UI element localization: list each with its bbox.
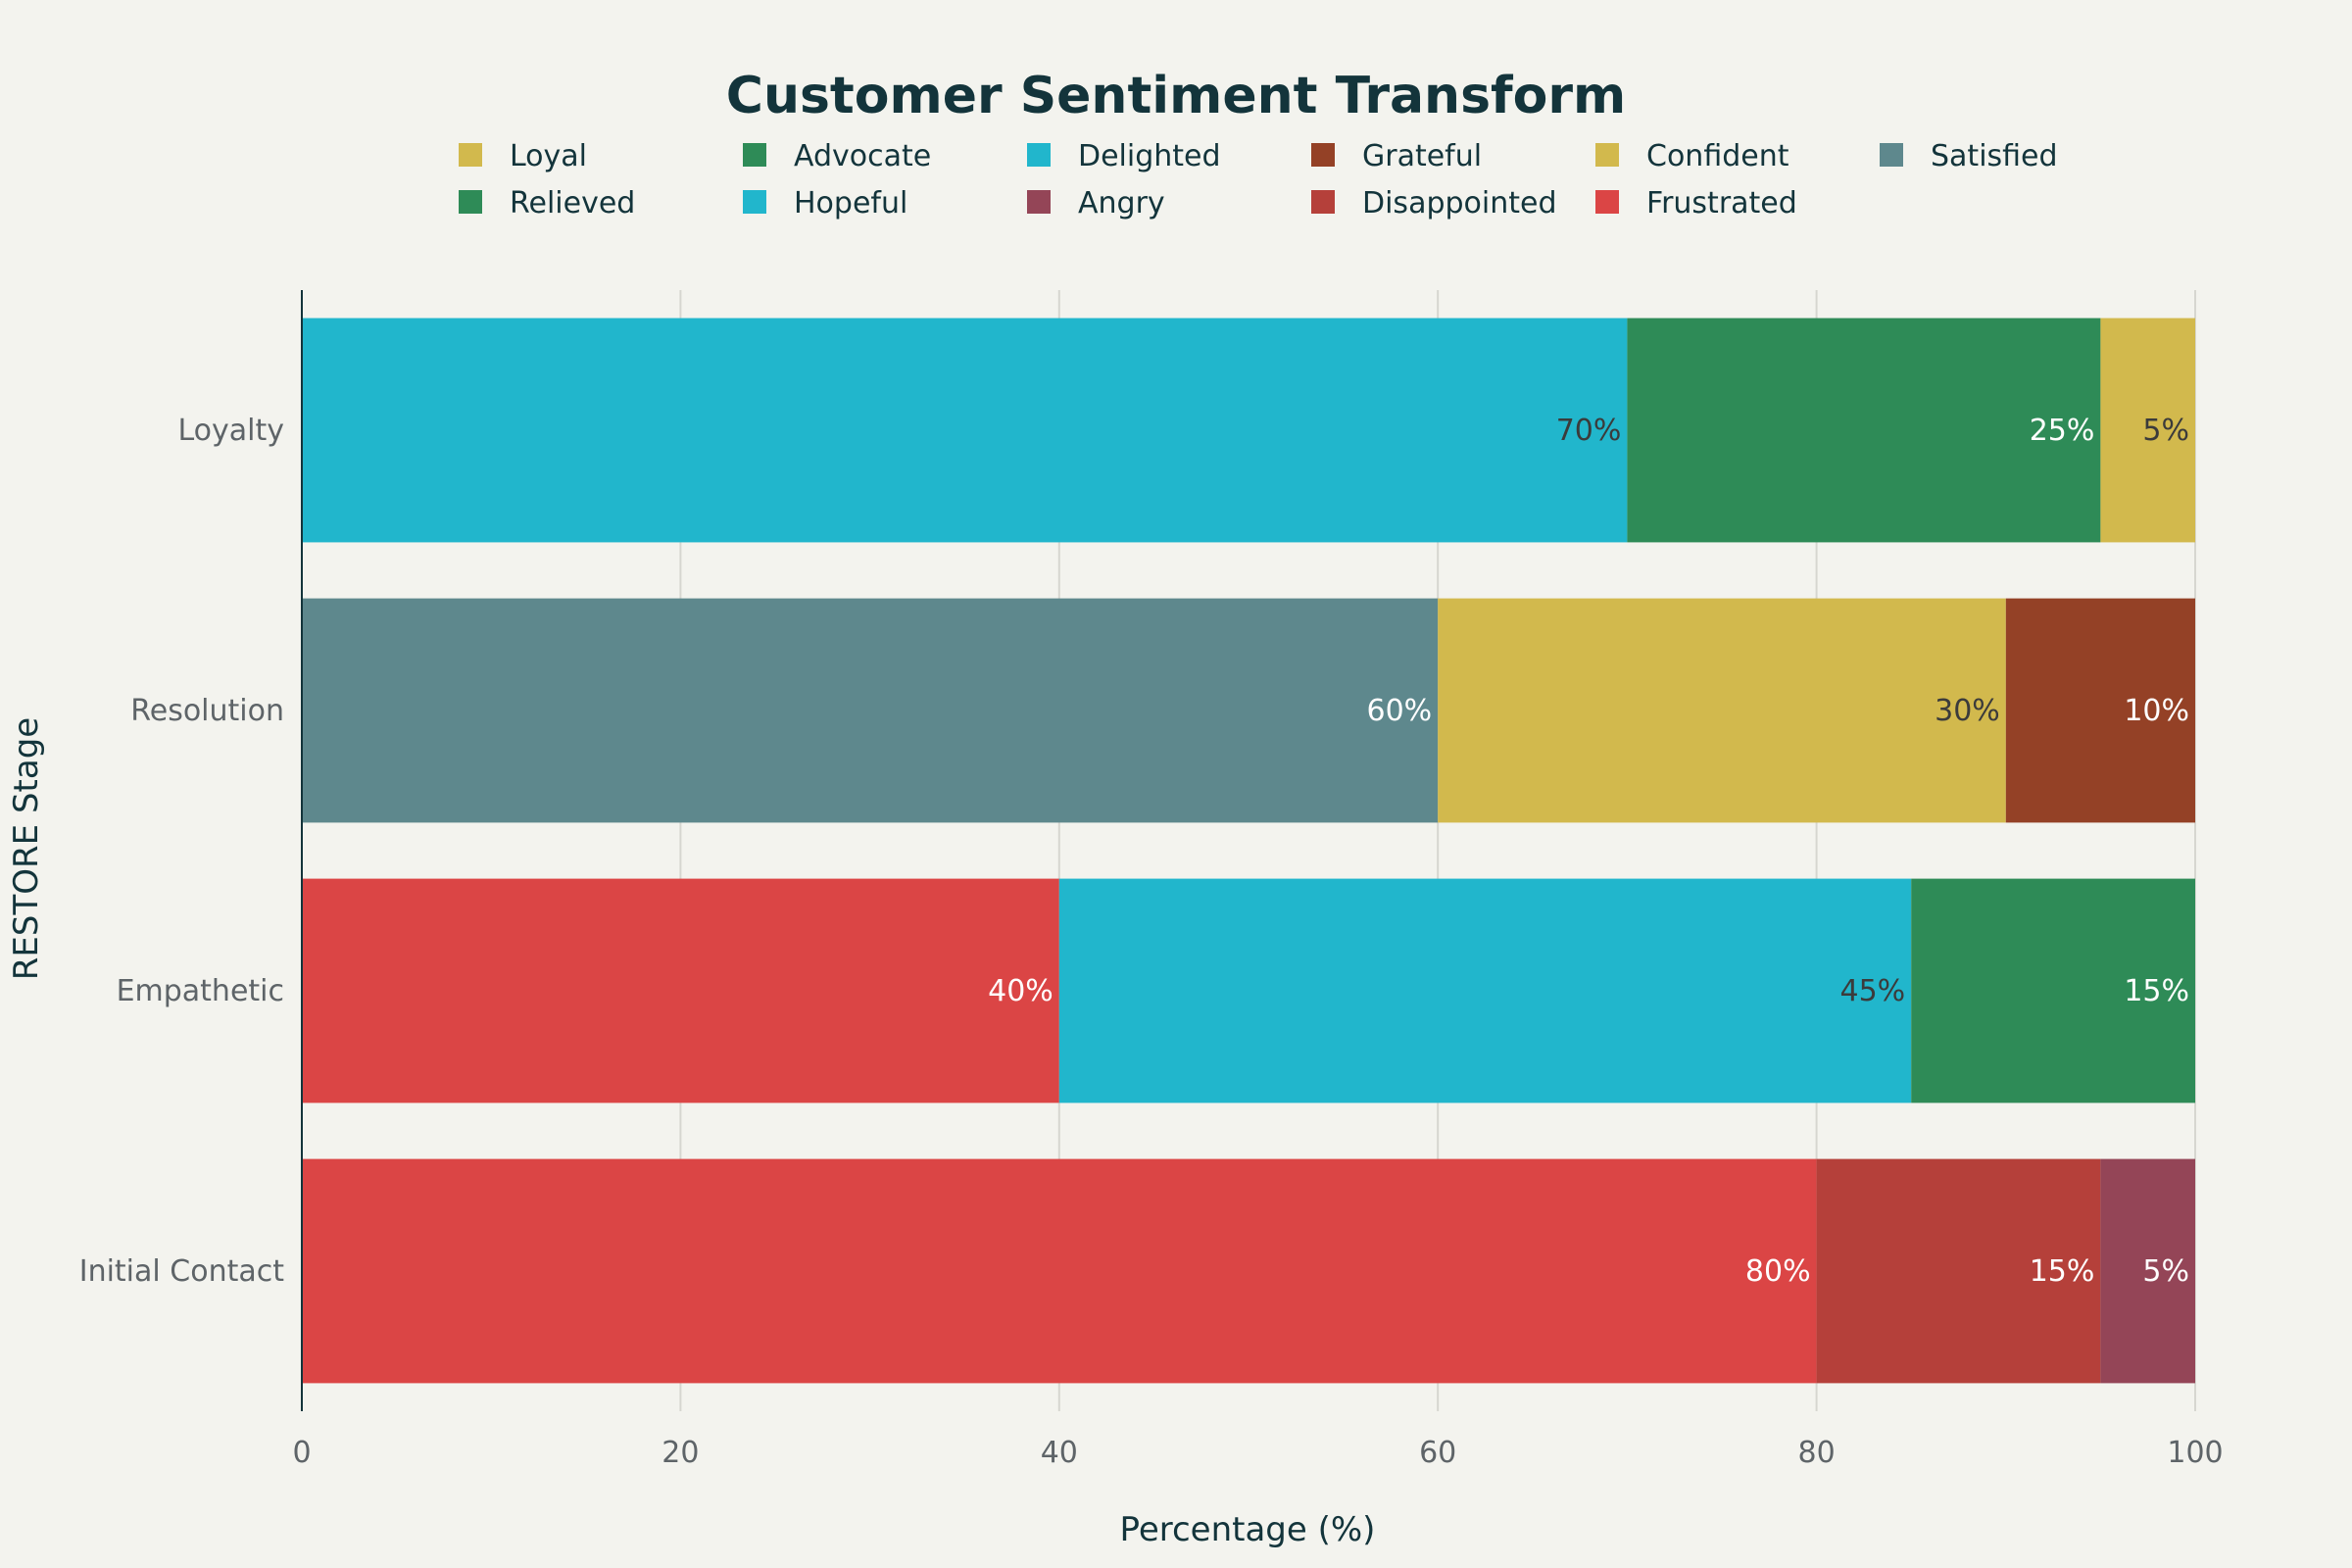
legend-item-advocate: Advocate — [743, 139, 931, 173]
bar-value-label: 5% — [2142, 414, 2189, 448]
bar-loyalty-delighted — [302, 318, 1628, 543]
bar-loyalty-loyal — [2100, 318, 2195, 543]
legend-item-hopeful: Hopeful — [743, 186, 907, 220]
legend-label: Relieved — [510, 186, 635, 220]
x-tick-label: 80 — [1798, 1436, 1836, 1470]
bar-resolution-confident — [1438, 598, 2006, 823]
bars — [302, 318, 2195, 1384]
legend-swatch — [1311, 143, 1335, 167]
legend-swatch — [743, 143, 766, 167]
bar-initial-contact-angry — [2100, 1158, 2195, 1384]
x-axis-ticks: 0 20 40 60 80 100 — [292, 1436, 2223, 1470]
bar-initial-contact-disappointed — [1816, 1158, 2101, 1384]
x-tick-label: 20 — [662, 1436, 699, 1470]
bar-value-label: 5% — [2142, 1254, 2189, 1289]
chart-title: Customer Sentiment Transform — [726, 67, 1626, 125]
bar-resolution-satisfied — [302, 598, 1439, 823]
legend-label: Frustrated — [1646, 186, 1797, 220]
y-tick-label: Resolution — [130, 694, 284, 728]
y-tick-label: Loyalty — [177, 414, 284, 448]
x-axis-title: Percentage (%) — [1120, 1510, 1376, 1549]
legend-swatch — [1311, 190, 1335, 214]
bar-value-label: 10% — [2124, 694, 2189, 728]
bar-empathetic-relieved — [1911, 878, 2195, 1103]
bar-empathetic-hopeful — [1058, 878, 1912, 1103]
legend-swatch — [1595, 143, 1619, 167]
legend-item-disappointed: Disappointed — [1311, 186, 1557, 220]
legend-label: Loyal — [510, 139, 587, 173]
legend-swatch — [459, 143, 482, 167]
legend-item-relieved: Relieved — [459, 186, 635, 220]
legend: Loyal Advocate Delighted Grateful Confident S… — [459, 139, 2058, 220]
bar-value-label: 60% — [1367, 694, 1433, 728]
x-tick-label: 40 — [1041, 1436, 1078, 1470]
legend-swatch — [1027, 190, 1051, 214]
legend-label: Hopeful — [794, 186, 907, 220]
legend-item-satisfied: Satisfied — [1880, 139, 2058, 173]
legend-item-delighted: Delighted — [1027, 139, 1221, 173]
bar-labels: 80% 15% 5% 40% 45% 15% 60% 30% 10% 70% 25% 5% — [988, 414, 2189, 1289]
legend-label: Angry — [1078, 186, 1165, 220]
legend-swatch — [459, 190, 482, 214]
bar-value-label: 15% — [2030, 1254, 2095, 1289]
bar-empathetic-frustrated — [302, 878, 1059, 1103]
bar-value-label: 25% — [2030, 414, 2095, 448]
legend-item-loyal: Loyal — [459, 139, 587, 173]
legend-label: Advocate — [794, 139, 931, 173]
legend-swatch — [1880, 143, 1903, 167]
legend-label: Disappointed — [1362, 186, 1557, 220]
bar-resolution-grateful — [2005, 598, 2195, 823]
bar-value-label: 80% — [1745, 1254, 1811, 1289]
legend-swatch — [1595, 190, 1619, 214]
legend-item-confident: Confident — [1595, 139, 1789, 173]
bar-value-label: 30% — [1935, 694, 2000, 728]
legend-swatch — [1027, 143, 1051, 167]
x-tick-label: 60 — [1419, 1436, 1456, 1470]
legend-label: Satisfied — [1931, 139, 2058, 173]
bar-value-label: 40% — [988, 974, 1054, 1008]
x-tick-label: 0 — [292, 1436, 311, 1470]
bar-value-label: 70% — [1556, 414, 1622, 448]
y-tick-label: Initial Contact — [79, 1254, 285, 1289]
legend-item-grateful: Grateful — [1311, 139, 1482, 173]
legend-item-frustrated: Frustrated — [1595, 186, 1797, 220]
y-axis-title: RESTORE Stage — [7, 717, 46, 980]
x-tick-label: 100 — [2167, 1436, 2223, 1470]
bar-value-label: 15% — [2124, 974, 2189, 1008]
legend-label: Confident — [1646, 139, 1789, 173]
bar-value-label: 45% — [1840, 974, 1906, 1008]
legend-swatch — [743, 190, 766, 214]
legend-label: Grateful — [1362, 139, 1482, 173]
y-tick-label: Empathetic — [117, 974, 284, 1008]
bar-loyalty-advocate — [1627, 318, 2101, 543]
legend-item-angry: Angry — [1027, 186, 1165, 220]
y-axis-ticks: Initial Contact Empathetic Resolution Loyal… — [79, 414, 285, 1289]
legend-label: Delighted — [1078, 139, 1221, 173]
bar-initial-contact-frustrated — [302, 1158, 1817, 1384]
